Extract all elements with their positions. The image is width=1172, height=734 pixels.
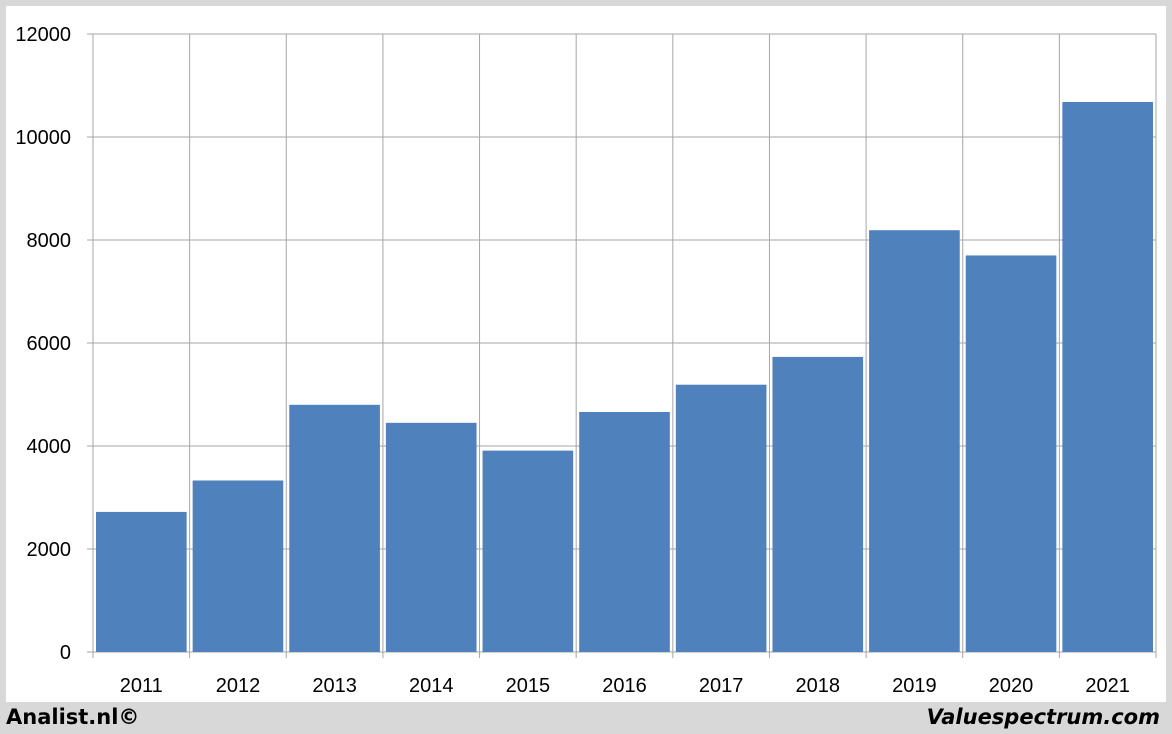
x-tick-label: 2017 [699,675,744,697]
y-tick-label: 2000 [27,539,72,561]
x-tick-label: 2013 [312,675,357,697]
bar-2021 [1062,101,1153,653]
x-tick-label: 2011 [120,675,163,697]
bar-2016 [579,412,670,652]
x-tick-label: 2014 [409,675,454,697]
y-tick-label: 0 [60,642,71,664]
bar-2020 [965,255,1057,652]
bar-2015 [482,450,574,652]
bar-2013 [289,404,380,652]
footer-source-left: Analist.nl© [6,705,140,729]
x-tick-label: 2019 [892,675,937,697]
footer-source-right: Valuespectrum.com [926,705,1160,729]
bar-2017 [675,384,767,652]
x-tick-label: 2016 [602,675,647,697]
bar-2014 [385,422,477,652]
y-tick-label: 4000 [27,436,72,458]
x-tick-label: 2020 [989,675,1034,697]
bar-2018 [772,356,864,652]
x-tick-label: 2015 [506,675,551,697]
y-tick-label: 10000 [15,127,71,149]
bar-2019 [869,230,960,652]
x-tick-label: 2021 [1085,675,1130,697]
x-tick-label: 2012 [216,675,261,697]
bar-2012 [192,480,284,652]
bar-2011 [96,511,187,652]
y-tick-label: 12000 [15,24,71,46]
x-tick-label: 2018 [796,675,841,697]
y-tick-label: 8000 [27,230,72,252]
y-tick-label: 6000 [27,333,72,355]
